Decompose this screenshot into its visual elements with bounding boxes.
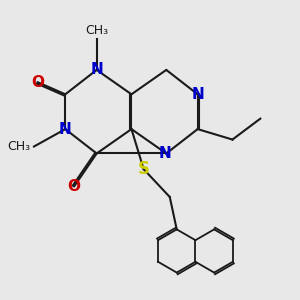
Text: CH₃: CH₃ xyxy=(85,24,108,37)
Text: O: O xyxy=(31,75,44,90)
Text: N: N xyxy=(59,122,72,136)
Text: N: N xyxy=(191,87,204,102)
Text: N: N xyxy=(90,62,103,77)
Text: O: O xyxy=(68,179,80,194)
Text: S: S xyxy=(138,160,150,178)
Text: CH₃: CH₃ xyxy=(8,140,31,153)
Text: N: N xyxy=(158,146,171,161)
